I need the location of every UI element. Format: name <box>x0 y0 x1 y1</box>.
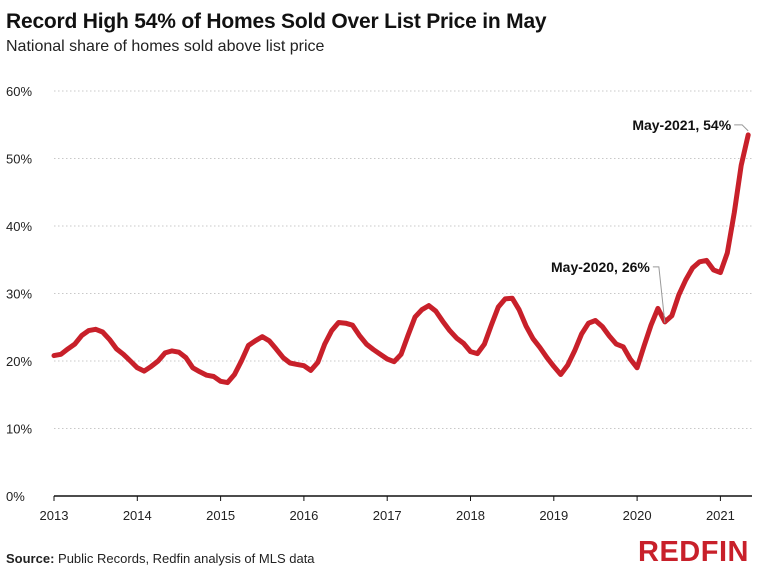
annotation-leader <box>652 266 666 323</box>
y-tick-label: 20% <box>6 354 32 369</box>
x-tick-label: 2017 <box>373 508 402 523</box>
chart-title: Record High 54% of Homes Sold Over List … <box>6 10 547 33</box>
y-tick-label: 50% <box>6 152 32 167</box>
source-label: Source: <box>6 551 55 566</box>
y-tick-label: 0% <box>6 489 25 504</box>
y-tick-label: 40% <box>6 219 32 234</box>
annotation-leader <box>734 124 749 132</box>
series-line <box>51 132 751 386</box>
y-tick-label: 60% <box>6 84 32 99</box>
y-tick-label: 10% <box>6 422 32 437</box>
x-tick-label: 2015 <box>206 508 235 523</box>
chart-subtitle: National share of homes sold above list … <box>6 38 325 55</box>
redfin-logo: REDFIN <box>638 536 749 568</box>
y-tick-label: 30% <box>6 287 32 302</box>
x-tick-label: 2014 <box>123 508 152 523</box>
source-note: Source: Public Records, Redfin analysis … <box>6 551 315 566</box>
x-tick-label: 2020 <box>623 508 652 523</box>
source-text: Public Records, Redfin analysis of MLS d… <box>54 551 315 566</box>
annotation-label: May-2021, 54% <box>632 117 731 133</box>
x-tick-label: 2016 <box>289 508 318 523</box>
x-tick-label: 2013 <box>40 508 69 523</box>
annotation-label: May-2020, 26% <box>551 259 650 275</box>
x-tick-label: 2021 <box>706 508 735 523</box>
x-tick-label: 2018 <box>456 508 485 523</box>
x-tick-label: 2019 <box>539 508 568 523</box>
